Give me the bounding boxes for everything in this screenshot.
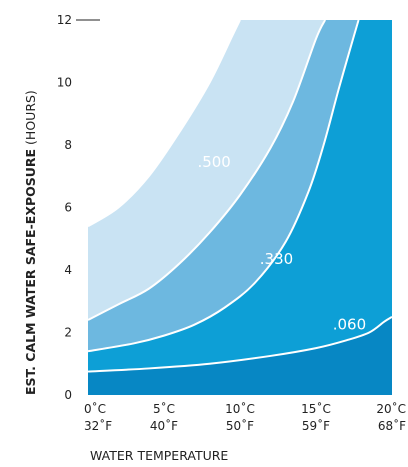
x-tick-label-fahrenheit: 32˚F <box>84 418 112 433</box>
curve-line-p060 <box>87 19 360 353</box>
y-tick-label: 10 <box>57 76 72 90</box>
x-tick-label-celsius: 0˚C <box>84 401 106 416</box>
area-above-p500 <box>88 20 240 227</box>
x-tick-labels: 0˚C 32˚F 5˚C 40˚F 10˚C 50˚F 15˚C 59˚F 20˚C 68˚F <box>84 401 406 433</box>
x-tick-label-celsius: 15˚C <box>301 401 331 416</box>
y-tick-label: 6 <box>64 201 72 215</box>
curve-label: .500 <box>197 153 230 171</box>
chart-areas <box>87 19 393 395</box>
x-tick-label-celsius: 20˚C <box>376 401 406 416</box>
y-tick-labels: 0 2 4 6 8 10 12 <box>57 13 72 402</box>
y-axis-title-main: EST. CALM WATER SAFE-EXPOSURE <box>23 149 38 395</box>
y-tick-label: 0 <box>64 388 72 402</box>
y-tick-label: 4 <box>64 263 72 277</box>
curve-line-baseline <box>87 316 393 373</box>
curve-label: .060 <box>333 315 366 333</box>
x-axis-title: WATER TEMPERATURE <box>90 448 228 463</box>
y-axis-title: EST. CALM WATER SAFE-EXPOSURE (HOURS) <box>23 90 38 395</box>
curve-label: .330 <box>260 250 293 268</box>
x-tick-label-fahrenheit: 68˚F <box>378 418 406 433</box>
curve-line-p330 <box>87 19 327 321</box>
x-tick-label-fahrenheit: 40˚F <box>150 418 178 433</box>
x-tick-label-fahrenheit: 50˚F <box>226 418 254 433</box>
x-tick-label-celsius: 10˚C <box>225 401 255 416</box>
y-tick-label: 2 <box>64 326 72 340</box>
curve-line-p500 <box>87 19 241 228</box>
x-tick-label-fahrenheit: 59˚F <box>302 418 330 433</box>
y-tick-label: 8 <box>64 138 72 152</box>
curve-labels: .500 .330 .060 <box>197 153 366 334</box>
y-axis-title-unit: (HOURS) <box>23 90 38 149</box>
x-tick-label-celsius: 5˚C <box>153 401 175 416</box>
y-tick-label: 12 <box>57 13 72 27</box>
